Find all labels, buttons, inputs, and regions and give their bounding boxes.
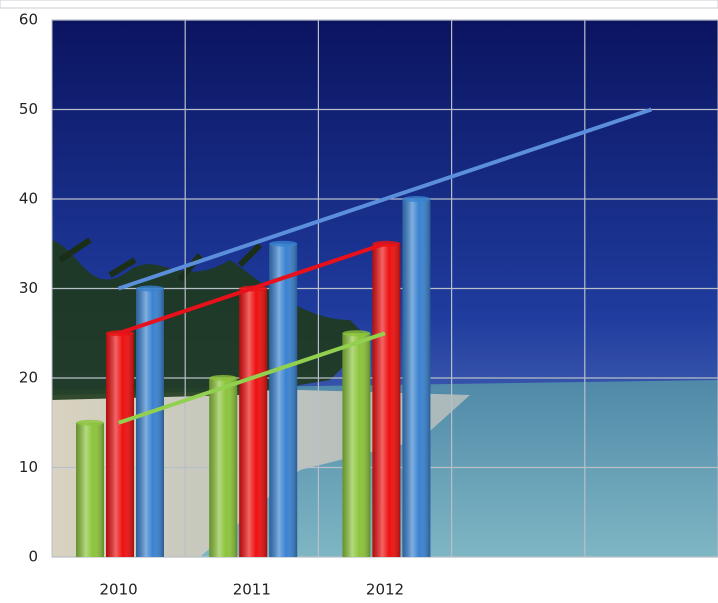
y-tick-label: 10 [19,458,38,476]
y-tick-label: 50 [19,100,38,118]
bar-cap [136,285,164,292]
trend-line [117,331,386,425]
y-tick-label: 60 [19,11,38,29]
bar-shine [239,288,268,557]
y-tick-label: 40 [19,190,38,208]
y-tick-label: 30 [19,279,38,297]
bar-shine [342,333,371,557]
top-border [0,0,718,9]
bar-shine [209,378,238,557]
bar-cap [209,375,238,381]
y-tick-label: 0 [28,548,38,566]
y-tick-label: 20 [19,369,38,387]
bar-cap [342,330,371,337]
bar-cap [76,419,104,426]
x-tick-label: 2011 [233,581,271,599]
bar-cap [402,196,431,202]
trend-line [117,107,653,291]
bar-shine [402,199,431,557]
bar-shine [372,243,401,557]
bar-shine [76,422,104,557]
bar-shine [106,333,134,557]
x-tick-label: 2010 [100,581,138,599]
x-tick-label: 2012 [366,581,404,599]
bar-shine [136,288,164,557]
trend-line [117,241,386,336]
bar-cap [269,240,298,247]
bar-shine [269,243,298,557]
